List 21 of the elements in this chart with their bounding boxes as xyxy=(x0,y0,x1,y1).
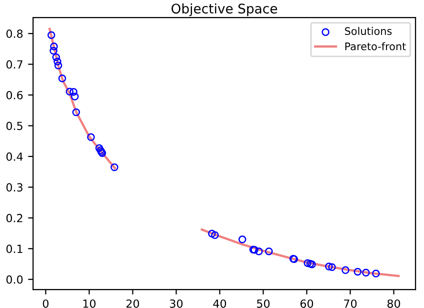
x-tick-label: 0 xyxy=(42,299,48,308)
x-tick-label: 70 xyxy=(344,299,357,308)
x-tick-label: 20 xyxy=(126,299,140,308)
y-tick-label: 0.0 xyxy=(6,275,23,284)
legend-label: Solutions xyxy=(344,26,392,35)
y-tick-label: 0.6 xyxy=(6,90,23,100)
legend-label: Pareto-front xyxy=(345,42,406,50)
y-tick-label: 0.1 xyxy=(6,244,22,254)
x-tick-label: 80 xyxy=(387,299,400,308)
chart-title: Objective Space xyxy=(172,3,278,16)
y-tick-label: 0.8 xyxy=(6,30,23,38)
y-tick-label: 0.2 xyxy=(6,214,22,222)
x-tick-label: 10 xyxy=(83,299,96,308)
y-tick-label: 0.4 xyxy=(6,152,23,161)
x-tick-label: 60 xyxy=(300,299,314,308)
y-tick-label: 0.5 xyxy=(6,122,22,130)
y-tick-label: 0.3 xyxy=(6,183,22,192)
x-tick-label: 40 xyxy=(213,299,226,308)
x-tick-label: 30 xyxy=(170,299,183,308)
y-tick-label: 0.7 xyxy=(6,60,22,69)
x-tick-label: 50 xyxy=(257,299,270,308)
